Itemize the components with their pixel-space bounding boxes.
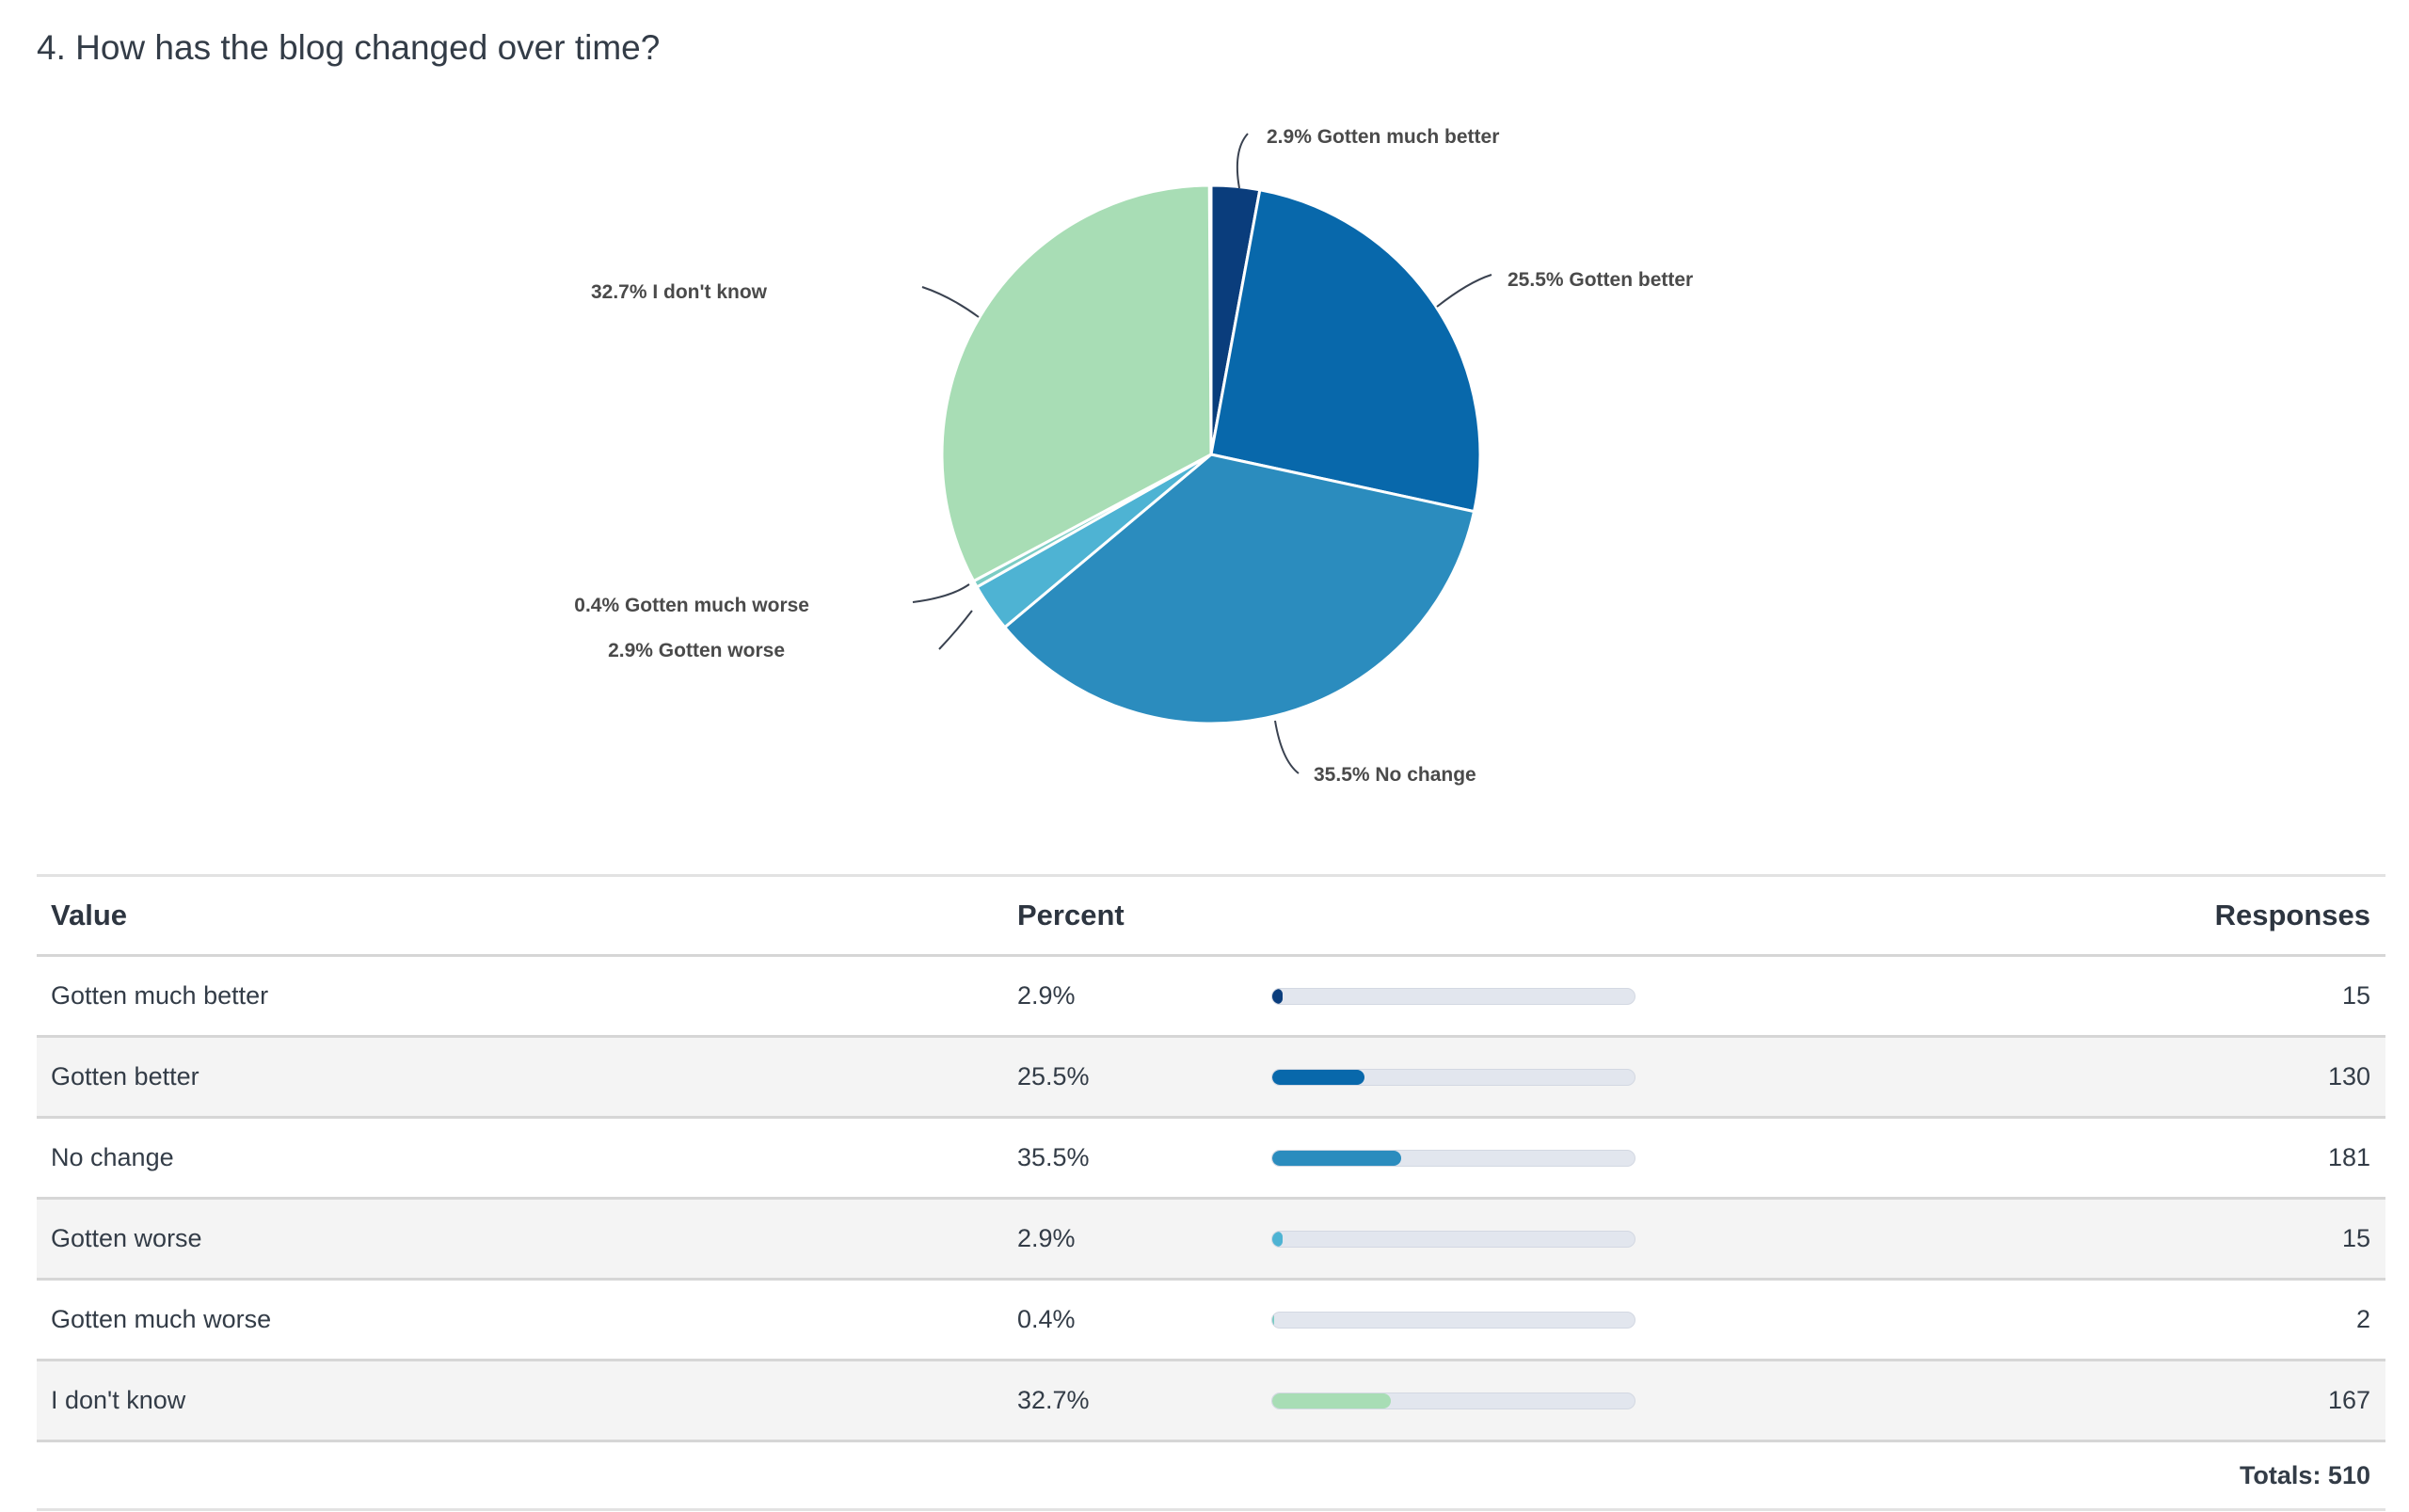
totals-row: Totals: 510 bbox=[37, 1440, 2385, 1511]
row-percent: 35.5% bbox=[1016, 1117, 1270, 1200]
table-row: Gotten better 25.5% 130 bbox=[37, 1036, 2385, 1119]
row-responses: 130 bbox=[2029, 1036, 2385, 1119]
row-percent: 2.9% bbox=[1016, 955, 1270, 1038]
leader-line bbox=[938, 610, 973, 650]
leader-line bbox=[921, 286, 980, 318]
header-percent: Percent bbox=[1016, 874, 1270, 957]
row-value: Gotten better bbox=[37, 1036, 1016, 1119]
leader-line bbox=[912, 583, 970, 603]
percent-bar-fill bbox=[1272, 1069, 1365, 1085]
row-responses: 15 bbox=[2029, 1198, 2385, 1281]
row-percent: 2.9% bbox=[1016, 1198, 1270, 1281]
row-value: Gotten worse bbox=[37, 1198, 1016, 1281]
row-percent: 25.5% bbox=[1016, 1036, 1270, 1119]
percent-bar-fill bbox=[1272, 1393, 1391, 1409]
table-row: I don't know 32.7% 167 bbox=[37, 1360, 2385, 1442]
row-percent: 32.7% bbox=[1016, 1360, 1270, 1442]
percent-bar bbox=[1271, 1392, 1635, 1409]
header-responses: Responses bbox=[2029, 874, 2385, 957]
leader-line bbox=[1236, 133, 1249, 189]
data-label: 35.5% No change bbox=[1314, 764, 1476, 786]
row-value: Gotten much worse bbox=[37, 1279, 1016, 1361]
row-bar-cell bbox=[1270, 1360, 2030, 1442]
row-responses: 15 bbox=[2029, 955, 2385, 1038]
row-bar-cell bbox=[1270, 955, 2030, 1038]
percent-bar bbox=[1271, 987, 1635, 1005]
pie-slice-gotten-better[interactable] bbox=[1209, 187, 1482, 514]
header-bar bbox=[1270, 874, 2030, 957]
row-value: No change bbox=[37, 1117, 1016, 1200]
data-label: 2.9% Gotten much better bbox=[1267, 126, 1499, 148]
leader-line bbox=[1436, 274, 1492, 308]
percent-bar bbox=[1271, 1230, 1635, 1248]
percent-bar-fill bbox=[1272, 1312, 1275, 1328]
table-row: Gotten worse 2.9% 15 bbox=[37, 1198, 2385, 1281]
pie-slice-no-change[interactable] bbox=[1002, 453, 1476, 725]
percent-bar bbox=[1271, 1311, 1635, 1329]
leader-line bbox=[1274, 720, 1300, 774]
percent-bar bbox=[1271, 1068, 1635, 1086]
results-table: Value Percent Responses Gotten much bett… bbox=[37, 874, 2385, 1511]
header-value: Value bbox=[37, 874, 1016, 957]
pie-chart: 2.9% Gotten much better 25.5% Gotten bett… bbox=[574, 126, 1693, 786]
row-value: I don't know bbox=[37, 1360, 1016, 1442]
pie-slice-i-don-t-know[interactable] bbox=[940, 183, 1213, 583]
totals: Totals: 510 bbox=[2029, 1440, 2385, 1511]
row-percent: 0.4% bbox=[1016, 1279, 1270, 1361]
percent-bar-fill bbox=[1272, 1231, 1284, 1247]
data-label: 0.4% Gotten much worse bbox=[574, 595, 809, 616]
row-bar-cell bbox=[1270, 1117, 2030, 1200]
data-label: 32.7% I don't know bbox=[591, 281, 768, 303]
question-title: 4. How has the blog changed over time? bbox=[37, 28, 661, 67]
row-value: Gotten much better bbox=[37, 955, 1016, 1038]
table-row: Gotten much better 2.9% 15 bbox=[37, 955, 2385, 1038]
percent-bar bbox=[1271, 1149, 1635, 1167]
row-responses: 2 bbox=[2029, 1279, 2385, 1361]
row-bar-cell bbox=[1270, 1036, 2030, 1119]
data-label: 2.9% Gotten worse bbox=[608, 640, 785, 661]
row-responses: 181 bbox=[2029, 1117, 2385, 1200]
table-row: Gotten much worse 0.4% 2 bbox=[37, 1279, 2385, 1361]
percent-bar-fill bbox=[1272, 1150, 1401, 1166]
table-row: No change 35.5% 181 bbox=[37, 1117, 2385, 1200]
percent-bar-fill bbox=[1272, 988, 1284, 1004]
row-bar-cell bbox=[1270, 1198, 2030, 1281]
table-header-row: Value Percent Responses bbox=[37, 874, 2385, 957]
row-bar-cell bbox=[1270, 1279, 2030, 1361]
data-label: 25.5% Gotten better bbox=[1508, 269, 1693, 291]
row-responses: 167 bbox=[2029, 1360, 2385, 1442]
